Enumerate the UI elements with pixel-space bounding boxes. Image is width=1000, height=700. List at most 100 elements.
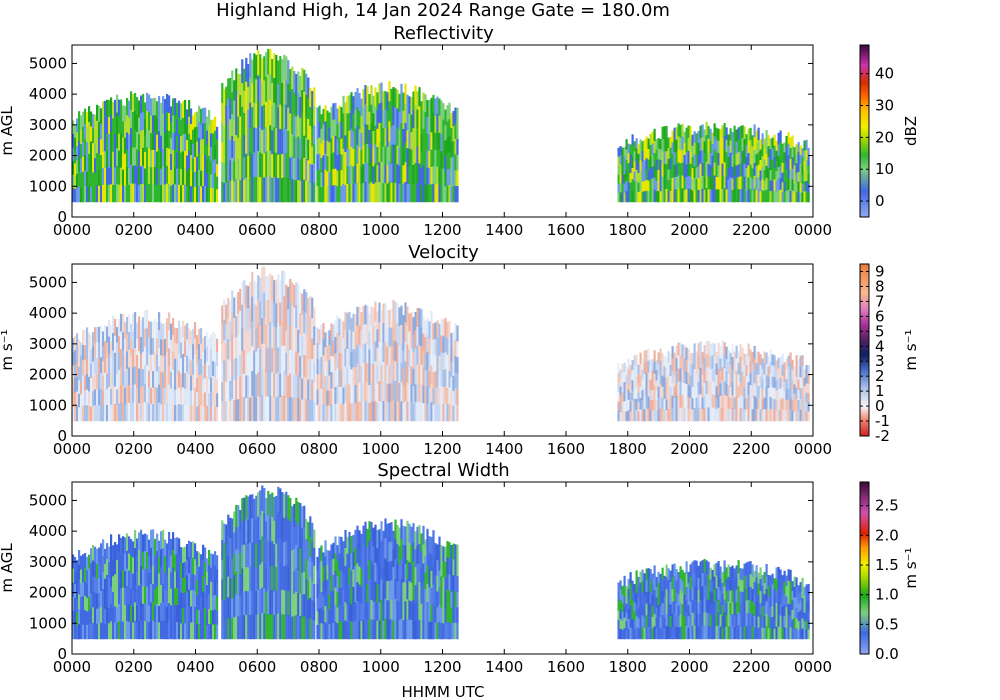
reflectivity-cell [366, 163, 369, 183]
reflectivity-cell [729, 177, 732, 190]
reflectivity-cell [366, 144, 369, 164]
velocity-cell [295, 351, 298, 376]
velocity-cell [158, 348, 161, 367]
velocity-cell [386, 309, 389, 329]
reflectivity-cell [793, 174, 796, 185]
velocity-cell [301, 336, 304, 358]
velocity-cell [446, 404, 449, 422]
velocity-cell [424, 370, 427, 388]
reflectivity-cell [285, 56, 288, 82]
reflectivity-cell [426, 100, 429, 118]
velocity-cell [283, 296, 286, 322]
reflectivity-cell [84, 186, 87, 203]
reflectivity-cell [162, 184, 165, 203]
velocity-cell [140, 370, 143, 388]
velocity-cell [200, 343, 203, 360]
reflectivity-cell [297, 180, 300, 203]
reflectivity-cell [305, 137, 308, 160]
velocity-cell [404, 302, 407, 323]
spectral-width-cell [245, 495, 248, 520]
velocity-cell [420, 309, 423, 329]
spectral-width-cell [303, 616, 306, 640]
reflectivity-cell [253, 152, 256, 178]
reflectivity-cell [384, 127, 387, 147]
reflectivity-cell [647, 149, 650, 161]
reflectivity-cell [86, 186, 89, 203]
velocity-cell [275, 373, 278, 398]
spectral-width-cell [398, 564, 401, 584]
velocity-cell [388, 402, 391, 422]
velocity-cell [643, 374, 646, 387]
spectral-width-cell [263, 487, 266, 514]
reflectivity-cell [725, 127, 728, 141]
velocity-cell [801, 387, 804, 400]
velocity-cell [364, 362, 367, 383]
reflectivity-cell [410, 149, 413, 168]
velocity-cell [687, 348, 690, 362]
spectral-width-cell [635, 604, 638, 617]
reflectivity-cell [709, 140, 712, 154]
reflectivity-cell [396, 89, 399, 109]
velocity-cell [434, 371, 437, 389]
velocity-cell [669, 364, 672, 377]
velocity-cell [406, 382, 409, 403]
velocity-cell [293, 330, 296, 354]
velocity-cell [384, 401, 387, 422]
reflectivity-cell [751, 190, 754, 203]
reflectivity-cell [731, 166, 734, 179]
reflectivity-cell [309, 163, 312, 184]
reflectivity-cell [174, 167, 177, 185]
spectral-width-cell [198, 595, 201, 611]
velocity-cell [200, 374, 203, 391]
velocity-cell [380, 383, 383, 403]
velocity-cell [721, 353, 724, 368]
velocity-cell [422, 351, 425, 369]
velocity-cell [757, 363, 760, 376]
reflectivity-cell [237, 116, 240, 139]
reflectivity-cell [717, 128, 720, 142]
velocity-cell [777, 389, 780, 401]
velocity-cell [759, 398, 762, 411]
reflectivity-cell [805, 160, 808, 172]
spectral-width-cell [271, 565, 274, 591]
spectral-width-cell [336, 607, 339, 624]
reflectivity-cell [255, 79, 258, 105]
spectral-width-cell [237, 594, 240, 617]
spectral-width-cell [301, 616, 304, 640]
velocity-cell [281, 270, 284, 297]
spectral-width-cell [685, 587, 688, 601]
spectral-width-cell [76, 560, 79, 574]
reflectivity-cell [773, 156, 776, 169]
reflectivity-cell [711, 167, 714, 180]
velocity-cell [779, 388, 782, 400]
velocity-cell [281, 320, 284, 347]
reflectivity-cell [448, 168, 451, 186]
spectral-width-cell [221, 618, 224, 640]
reflectivity-cell [398, 165, 401, 185]
reflectivity-cell [707, 189, 710, 203]
spectral-width-cell [641, 569, 644, 582]
spectral-width-cell [667, 615, 670, 628]
reflectivity-cell [194, 127, 197, 143]
velocity-cell [657, 363, 660, 376]
reflectivity-cell [334, 152, 337, 170]
reflectivity-cell [372, 166, 375, 185]
velocity-cell [380, 346, 383, 366]
reflectivity-cell [396, 108, 399, 128]
spectral-width-cell [342, 557, 345, 575]
reflectivity-cell [771, 180, 774, 192]
spectral-width-cell [180, 577, 183, 594]
velocity-cell [791, 380, 794, 391]
velocity-cell [687, 384, 690, 398]
spectral-width-cell [316, 556, 319, 572]
velocity-cell [202, 365, 205, 380]
spectral-width-cell [78, 623, 81, 640]
reflectivity-cell [192, 129, 195, 145]
velocity-cell [683, 370, 686, 384]
velocity-cell [797, 389, 800, 401]
reflectivity-cell [223, 182, 226, 203]
velocity-cell [281, 395, 284, 422]
spectral-width-cell [366, 620, 369, 640]
reflectivity-cell [285, 104, 288, 130]
reflectivity-cell [259, 177, 262, 203]
